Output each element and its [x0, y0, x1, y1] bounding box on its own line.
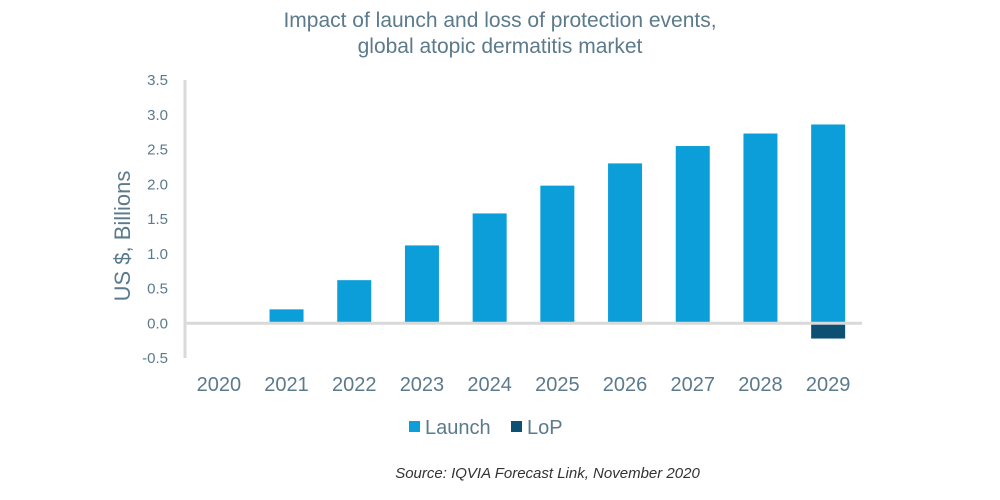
- y-axis-ticks: -0.5 0.0 0.5 1.0 1.5 2.0 2.5 3.0 3.5: [142, 72, 168, 367]
- y-tick-label: 2.0: [147, 176, 168, 193]
- y-tick-label: 1.5: [147, 211, 168, 228]
- y-tick-label: 0.5: [147, 281, 168, 298]
- x-tick-label: 2029: [806, 374, 851, 396]
- bar-launch-2022: [337, 280, 372, 324]
- x-tick-label: 2023: [400, 374, 445, 396]
- x-tick-label: 2024: [467, 374, 512, 396]
- x-tick-label: 2021: [264, 374, 309, 396]
- chart-title-line-1: Impact of launch and loss of protection …: [283, 9, 717, 32]
- x-tick-label: 2025: [535, 374, 580, 396]
- chart-title-line-2: global atopic dermatitis market: [357, 35, 643, 58]
- y-axis-label: US $, Billions: [110, 171, 135, 302]
- x-tick-label: 2028: [738, 374, 783, 396]
- bar-launch-2027: [675, 146, 710, 324]
- y-tick-label: 3.5: [147, 72, 168, 89]
- legend-label-launch: Launch: [425, 417, 491, 439]
- x-tick-label: 2027: [671, 374, 716, 396]
- axes: [183, 80, 862, 358]
- bar-launch-2029: [811, 124, 846, 324]
- legend-swatch-launch: [409, 421, 420, 432]
- bar-launch-2028: [743, 133, 778, 324]
- bar-launch-2025: [540, 185, 575, 324]
- bar-launch-2024: [472, 213, 507, 324]
- y-tick-label: -0.5: [142, 350, 168, 367]
- y-tick-label: 1.0: [147, 246, 168, 263]
- legend-label-lop: LoP: [527, 417, 563, 439]
- y-tick-label: 2.5: [147, 142, 168, 159]
- bar-launch-2021: [269, 309, 304, 324]
- x-tick-label: 2026: [603, 374, 648, 396]
- source-note: Source: IQVIA Forecast Link, November 20…: [395, 465, 700, 482]
- x-tick-label: 2020: [197, 374, 242, 396]
- bars: [269, 124, 846, 339]
- x-tick-label: 2022: [332, 374, 377, 396]
- bar-launch-2026: [608, 163, 643, 324]
- legend-swatch-lop: [511, 421, 522, 432]
- bar-lop-2029: [811, 323, 846, 339]
- legend: Launch LoP: [409, 417, 563, 439]
- y-tick-label: 0.0: [147, 315, 168, 332]
- y-tick-label: 3.0: [147, 107, 168, 124]
- bar-launch-2023: [404, 245, 439, 324]
- x-axis-ticks: 2020 2021 2022 2023 2024 2025 2026 2027 2028 2029: [197, 374, 851, 396]
